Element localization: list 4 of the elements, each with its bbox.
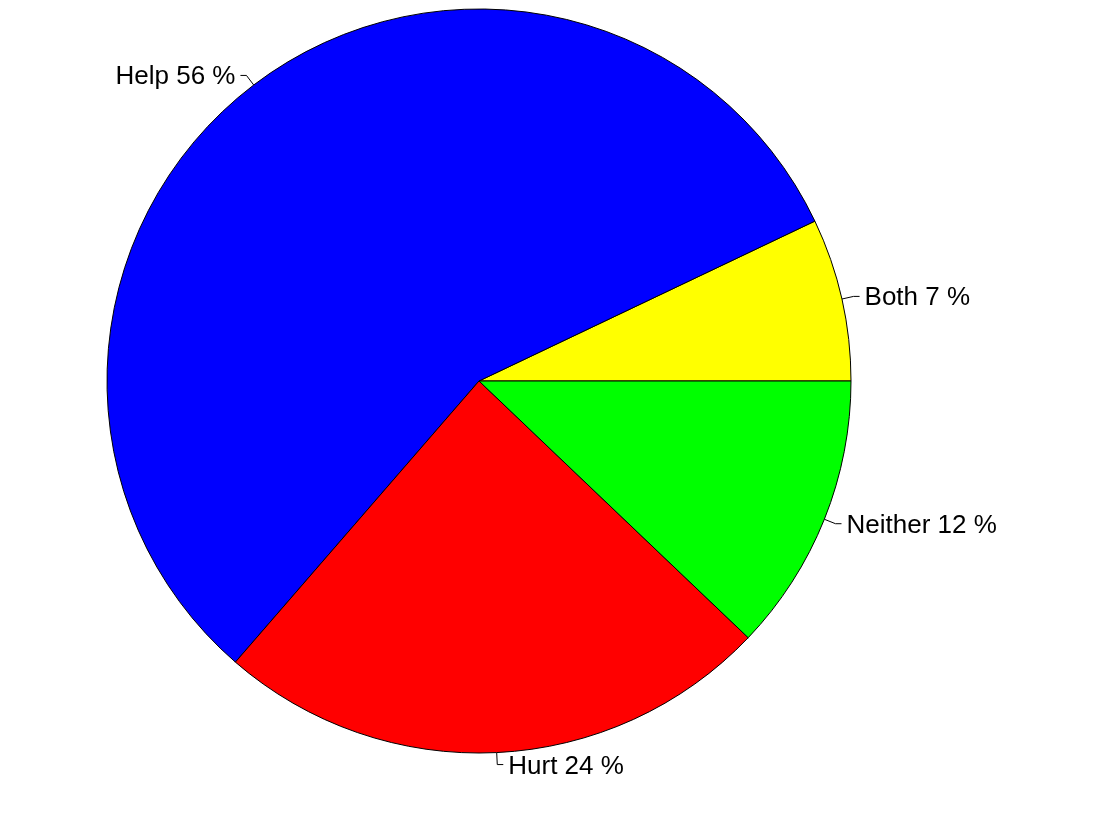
slice-label: Neither 12 % xyxy=(846,508,997,539)
slice-label: Help 56 % xyxy=(115,60,236,91)
slice-label: Hurt 24 % xyxy=(508,749,624,780)
slice-label: Both 7 % xyxy=(864,281,971,312)
